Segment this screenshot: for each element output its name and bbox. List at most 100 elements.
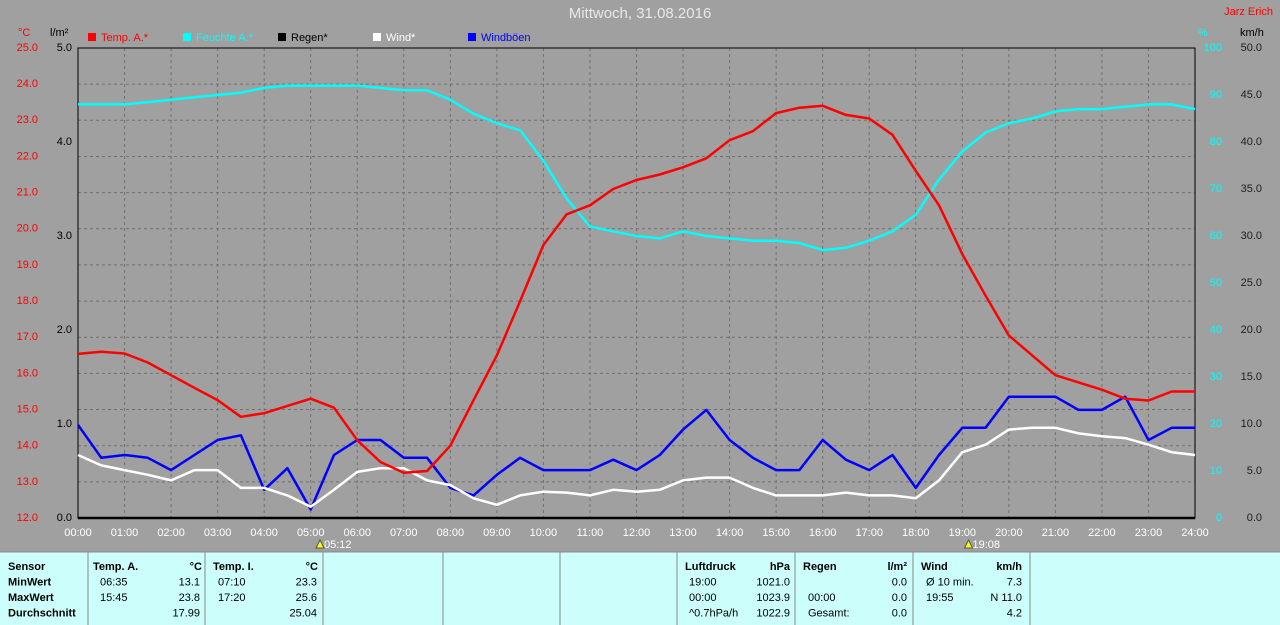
x-tick-label: 10:00	[530, 527, 558, 539]
y3-tick-label: 40	[1210, 324, 1222, 336]
cell-value: 0.0	[892, 576, 907, 588]
y-tick-label: 13.0	[17, 476, 38, 488]
cell-value: 1022.9	[756, 607, 790, 619]
y3-tick-label: 100	[1204, 42, 1222, 54]
y-tick-label: 25.0	[17, 42, 38, 54]
cell-time: 19:00	[689, 576, 717, 588]
cell-time: 19:55	[926, 592, 954, 604]
background	[0, 0, 1280, 552]
cell-time: 07:10	[218, 576, 246, 588]
x-tick-label: 20:00	[995, 527, 1023, 539]
legend-swatch	[183, 33, 191, 41]
cell-value: 17.99	[172, 607, 200, 619]
x-tick-label: 13:00	[669, 527, 697, 539]
y-tick-label: 17.0	[17, 331, 38, 343]
y4-tick-label: 0.0	[1247, 512, 1262, 524]
cell-value: 1023.9	[756, 592, 790, 604]
y3-tick-label: 30	[1210, 371, 1222, 383]
y3-tick-label: 10	[1210, 465, 1222, 477]
chart-title: Mittwoch, 31.08.2016	[569, 5, 712, 22]
table-header: Sensor	[8, 561, 46, 573]
row-label: Durchschnitt	[8, 607, 76, 619]
x-tick-label: 18:00	[902, 527, 930, 539]
x-tick-label: 16:00	[809, 527, 837, 539]
column-title: Temp. A.	[93, 561, 138, 573]
column-unit: hPa	[770, 561, 791, 573]
cell-value: 0.0	[892, 607, 907, 619]
y-tick-label: 22.0	[17, 150, 38, 162]
y4-tick-label: 5.0	[1247, 465, 1262, 477]
x-tick-label: 24:00	[1181, 527, 1209, 539]
y4-tick-label: 50.0	[1241, 42, 1262, 54]
x-tick-label: 21:00	[1042, 527, 1070, 539]
y2-tick-label: 4.0	[57, 136, 72, 148]
x-tick-label: 19:00	[949, 527, 977, 539]
y-tick-label: 18.0	[17, 295, 38, 307]
y2-tick-label: 2.0	[57, 324, 72, 336]
y-tick-label: 14.0	[17, 440, 38, 452]
cell-value: 7.3	[1007, 576, 1022, 588]
y-tick-label: 19.0	[17, 259, 38, 271]
column-title: Temp. I.	[213, 561, 254, 573]
column-title: Wind	[921, 561, 948, 573]
y-tick-label: 24.0	[17, 78, 38, 90]
x-tick-label: 15:00	[762, 527, 790, 539]
x-tick-label: 22:00	[1088, 527, 1116, 539]
y4-tick-label: 40.0	[1241, 136, 1262, 148]
y2-tick-label: 0.0	[57, 512, 72, 524]
y4-tick-label: 15.0	[1241, 371, 1262, 383]
y2-tick-label: 1.0	[57, 418, 72, 430]
series-line	[76, 395, 1195, 511]
legend-swatch	[373, 33, 381, 41]
legend-label: Regen*	[291, 32, 328, 44]
sun-label: 05:12	[324, 539, 352, 551]
column-unit: °C	[306, 561, 318, 573]
x-tick-label: 14:00	[716, 527, 744, 539]
legend-label: Windböen	[481, 32, 531, 44]
sun-marker	[315, 538, 325, 549]
x-tick-label: 17:00	[855, 527, 883, 539]
y-tick-label: 12.0	[17, 512, 38, 524]
y4-tick-label: 35.0	[1241, 183, 1262, 195]
y4-tick-label: 25.0	[1241, 277, 1262, 289]
y4-tick-label: 30.0	[1241, 230, 1262, 242]
cell-value: 25.6	[296, 592, 317, 604]
x-tick-label: 12:00	[623, 527, 651, 539]
row-label: MinWert	[8, 576, 52, 588]
x-tick-label: 01:00	[111, 527, 139, 539]
legend-swatch	[278, 33, 286, 41]
cell-value: 23.3	[296, 576, 317, 588]
legend-swatch	[88, 33, 96, 41]
sun-label: 19:08	[972, 539, 1000, 551]
series-line	[77, 104, 1195, 475]
x-tick-label: 08:00	[437, 527, 465, 539]
y-tick-label: 16.0	[17, 367, 38, 379]
legend-label: Temp. A.*	[101, 32, 149, 44]
cell-time: ^0.7hPa/h	[689, 607, 738, 619]
series-line	[77, 426, 1196, 508]
cell-value: N 11.0	[990, 592, 1022, 604]
y4-tick-label: 20.0	[1241, 324, 1262, 336]
cell-value: 23.8	[179, 592, 200, 604]
series-line	[78, 84, 1196, 252]
column-title: Luftdruck	[685, 561, 737, 573]
y4-tick-label: 45.0	[1241, 89, 1262, 101]
legend-swatch	[468, 33, 476, 41]
x-tick-label: 06:00	[343, 527, 371, 539]
sun-marker	[963, 538, 974, 549]
x-tick-label: 07:00	[390, 527, 418, 539]
cell-value: 1021.0	[756, 576, 790, 588]
y-tick-label: 23.0	[17, 114, 38, 126]
y3-unit: %	[1198, 27, 1208, 39]
y-tick-label: 20.0	[17, 223, 38, 235]
cell-time: 17:20	[218, 592, 246, 604]
cell-time: 06:35	[100, 576, 128, 588]
y3-tick-label: 20	[1210, 418, 1222, 430]
x-tick-label: 23:00	[1135, 527, 1163, 539]
cell-time: 15:45	[100, 592, 128, 604]
y3-tick-label: 50	[1210, 277, 1222, 289]
y2-tick-label: 3.0	[57, 230, 72, 242]
cell-time: 00:00	[689, 592, 717, 604]
column-title: Regen	[803, 561, 837, 573]
